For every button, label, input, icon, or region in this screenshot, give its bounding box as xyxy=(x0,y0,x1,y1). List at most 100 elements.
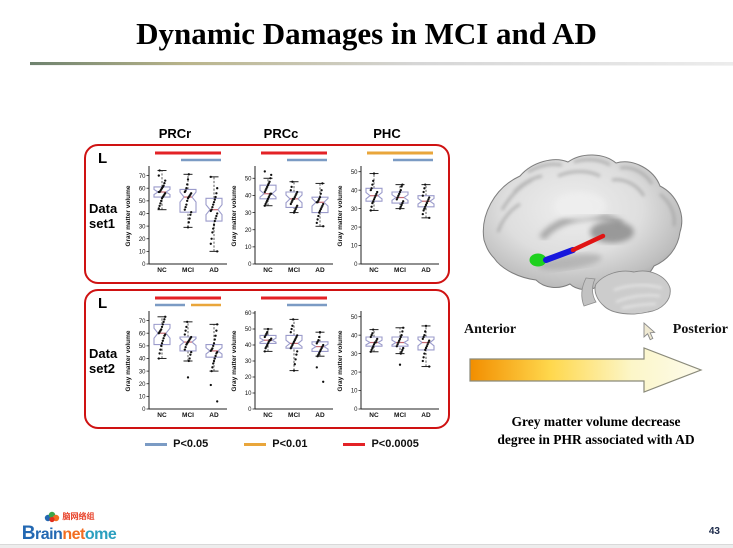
svg-text:Gray matter volume: Gray matter volume xyxy=(125,330,132,391)
svg-text:NC: NC xyxy=(369,412,379,419)
svg-text:NC: NC xyxy=(263,412,273,419)
gradient-arrow-wrap xyxy=(468,345,730,400)
page-number: 43 xyxy=(708,526,720,537)
svg-text:50: 50 xyxy=(139,199,146,205)
svg-text:30: 30 xyxy=(245,211,252,217)
temporal-sulcus xyxy=(538,253,602,271)
svg-text:40: 40 xyxy=(245,194,252,200)
region-column-headers: PRCr PRCc PHC xyxy=(122,126,440,141)
svg-text:20: 20 xyxy=(245,228,252,234)
svg-text:0: 0 xyxy=(354,407,358,413)
svg-text:MCI: MCI xyxy=(288,412,300,419)
anterior-label: Anterior xyxy=(464,322,517,337)
red-line-icon xyxy=(343,442,366,446)
brainnetome-logo: 脑网络组 Brainnetome xyxy=(10,511,128,543)
blue-middle-marker xyxy=(543,247,576,263)
svg-text:MCI: MCI xyxy=(394,267,406,274)
svg-text:60: 60 xyxy=(245,311,252,317)
column-header-prcc: PRCc xyxy=(263,126,299,141)
svg-text:40: 40 xyxy=(351,333,358,339)
white-matter-highlight xyxy=(554,192,606,220)
svg-text:0: 0 xyxy=(248,262,252,268)
posterior-label: Posterior xyxy=(672,322,728,337)
svg-text:60: 60 xyxy=(139,331,146,337)
svg-text:0: 0 xyxy=(142,262,146,268)
svg-text:Gray matter volume: Gray matter volume xyxy=(231,330,238,391)
dataset1-plots: 0 10 20 30 40 50 60 70 Gray matter volume NC MCI AD… xyxy=(124,148,446,280)
legend-item-p005: P<0.05 xyxy=(145,438,208,450)
svg-text:30: 30 xyxy=(139,369,146,375)
svg-text:NC: NC xyxy=(157,267,167,274)
significance-legend: P<0.05 P<0.01 P<0.0005 xyxy=(114,438,450,450)
svg-text:MCI: MCI xyxy=(182,267,194,274)
cerebrum-outline xyxy=(482,154,683,291)
logo-chinese-text: 脑网络组 xyxy=(62,512,95,521)
svg-text:AD: AD xyxy=(209,412,219,419)
svg-text:Gray matter volume: Gray matter volume xyxy=(337,185,344,246)
svg-text:50: 50 xyxy=(351,170,358,176)
svg-text:20: 20 xyxy=(245,375,252,381)
svg-text:40: 40 xyxy=(351,188,358,194)
svg-text:NC: NC xyxy=(157,412,167,419)
svg-text:AD: AD xyxy=(209,267,219,274)
legend-item-p001: P<0.01 xyxy=(244,438,307,450)
svg-text:70: 70 xyxy=(139,319,146,325)
dataset1-box: L Data set1 0 10 20 30 40 50 60 70 Gray matter v… xyxy=(84,144,450,284)
boxplot-set1-PRCr: 0 10 20 30 40 50 60 70 Gray matter volume NC MCI AD xyxy=(125,151,227,274)
mouse-cursor-icon xyxy=(643,321,656,346)
svg-text:MCI: MCI xyxy=(182,412,194,419)
red-posterior-marker xyxy=(570,233,606,253)
svg-text:50: 50 xyxy=(245,176,252,182)
boxplot-panel: PRCr PRCc PHC L Data set1 0 10 20 30 40 50 60 7… xyxy=(84,126,450,450)
svg-text:AD: AD xyxy=(315,267,325,274)
svg-text:10: 10 xyxy=(351,244,358,250)
cerebellum xyxy=(594,270,671,315)
svg-text:AD: AD xyxy=(421,412,431,419)
svg-text:20: 20 xyxy=(139,382,146,388)
svg-text:10: 10 xyxy=(139,250,146,256)
svg-text:40: 40 xyxy=(245,343,252,349)
logo-brain-part: rain xyxy=(34,526,63,543)
svg-text:MCI: MCI xyxy=(394,412,406,419)
boxplot-set2-PHC: 0 10 20 30 40 50 Gray matter volume NC MCI AD xyxy=(337,311,439,419)
svg-text:Gray matter volume: Gray matter volume xyxy=(125,185,132,246)
dataset2-plots: 0 10 20 30 40 50 60 70 Gray matter volume NC MCI AD… xyxy=(124,293,446,425)
logo-net-part: net xyxy=(62,526,85,543)
logo-ome-part: ome xyxy=(84,526,117,543)
svg-text:AD: AD xyxy=(421,267,431,274)
column-header-prcr: PRCr xyxy=(158,126,192,141)
dataset1-label: Data set1 xyxy=(89,201,118,231)
svg-text:40: 40 xyxy=(139,212,146,218)
gradient-arrow-icon xyxy=(469,347,703,393)
brain-sagittal-image xyxy=(482,154,683,315)
svg-text:70: 70 xyxy=(139,174,146,180)
svg-text:30: 30 xyxy=(351,207,358,213)
svg-text:MCI: MCI xyxy=(288,267,300,274)
svg-text:50: 50 xyxy=(245,327,252,333)
svg-text:Gray matter volume: Gray matter volume xyxy=(337,330,344,391)
svg-text:20: 20 xyxy=(351,225,358,231)
svg-text:20: 20 xyxy=(351,370,358,376)
svg-text:10: 10 xyxy=(245,391,252,397)
sulci-lines xyxy=(496,158,676,233)
boxplot-set1-PRCc: 0 10 20 30 40 50 Gray matter volume NC MCI AD xyxy=(231,151,333,274)
svg-text:20: 20 xyxy=(139,237,146,243)
cerebellum-streaks xyxy=(613,284,663,309)
brain-panel: Anterior Posterior Grey matter volume de… xyxy=(462,138,730,448)
column-header-phc: PHC xyxy=(373,126,401,141)
boxplot-set2-PRCc: 0 10 20 30 40 50 60 Gray matter volume NC MCI AD xyxy=(231,296,333,419)
bottom-divider xyxy=(0,544,733,548)
svg-text:Gray matter volume: Gray matter volume xyxy=(231,185,238,246)
brain-logo-icon xyxy=(44,511,59,523)
hemisphere-label: L xyxy=(98,295,108,312)
orientation-labels: Anterior Posterior xyxy=(462,322,730,338)
svg-text:0: 0 xyxy=(142,407,146,413)
legend-item-p00005: P<0.0005 xyxy=(343,438,419,450)
svg-text:30: 30 xyxy=(351,352,358,358)
svg-text:30: 30 xyxy=(139,224,146,230)
svg-text:50: 50 xyxy=(351,315,358,321)
orange-line-icon xyxy=(244,442,267,446)
blue-line-icon xyxy=(145,442,168,446)
title-underline xyxy=(30,62,733,66)
